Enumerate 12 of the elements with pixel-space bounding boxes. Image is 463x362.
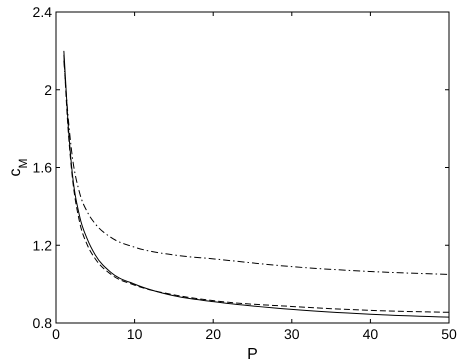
y-tick-label: 1.6 (32, 160, 52, 176)
y-tick-label: 0.8 (32, 315, 52, 331)
x-axis-title: P (247, 346, 258, 362)
y-tick-label: 2 (44, 82, 52, 98)
x-tick-label: 0 (52, 326, 60, 342)
x-tick-label: 10 (126, 326, 143, 342)
x-tick-label: 40 (362, 326, 378, 342)
x-tick-label: 30 (284, 326, 300, 342)
x-tick-label: 20 (205, 326, 222, 342)
x-tick-label: 50 (441, 326, 457, 342)
y-tick-label: 2.4 (32, 4, 52, 20)
y-tick-label: 1.2 (32, 237, 52, 254)
